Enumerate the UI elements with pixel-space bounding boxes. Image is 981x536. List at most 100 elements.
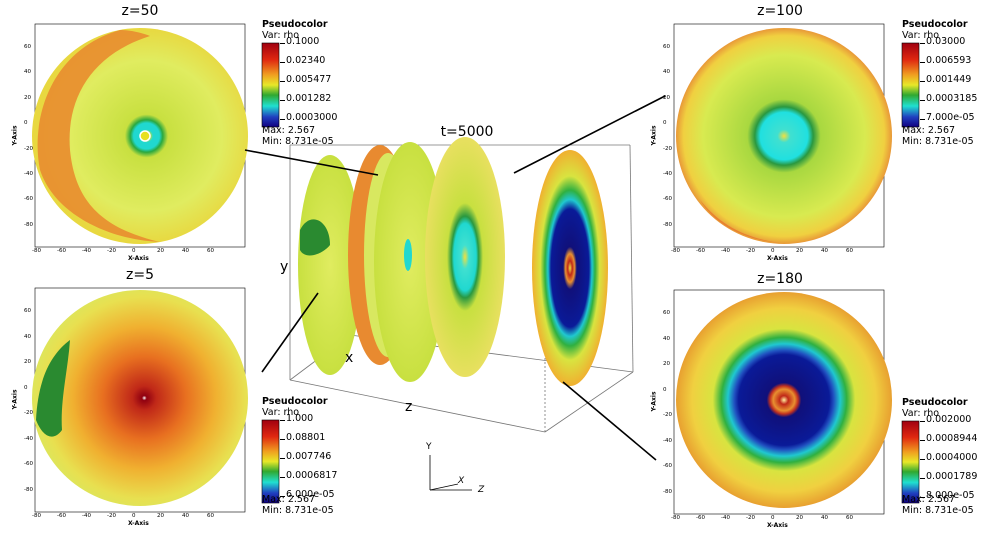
legend-tick: 0.005477: [279, 74, 332, 85]
y-tick-label: 0: [663, 386, 667, 393]
y-axis-label: Y-Axis: [11, 124, 19, 146]
center-disk-z180: [532, 150, 608, 386]
legend-min: Min: 8.731e-05: [902, 136, 974, 147]
x-tick-label: -80: [671, 515, 680, 521]
z180-title: z=180: [757, 271, 803, 287]
x-axis-label: X-Axis: [767, 255, 788, 262]
x-tick-label: -60: [57, 513, 66, 519]
triad-z-label: Z: [478, 485, 485, 495]
legend-tick: 0.08801: [279, 432, 326, 443]
z50-legend: Pseudocolor Var: rho 0.1000 0.02340 0.00…: [262, 19, 352, 146]
x-tick-label: 20: [796, 515, 803, 521]
x-tick-label: 40: [182, 248, 189, 254]
x-tick-label: -60: [696, 248, 705, 254]
legend-tick: 0.0003185: [919, 93, 978, 104]
x-tick-label: -80: [671, 248, 680, 254]
y-tick-label: 40: [663, 335, 670, 342]
y-axis-label: Y-Axis: [650, 124, 658, 146]
y-tick-label: 0: [24, 120, 28, 127]
x-tick-label: -20: [107, 248, 116, 254]
legend-tick: 0.006593: [919, 55, 972, 66]
legend-var: Var: rho: [902, 29, 940, 41]
x-tick-label: 40: [821, 515, 828, 521]
center-axis-x: x: [345, 350, 354, 366]
y-tick-label: 20: [24, 94, 31, 101]
x-tick-label: 60: [207, 513, 214, 519]
x-tick-label: -80: [32, 248, 41, 254]
legend-tick: 0.001449: [919, 74, 972, 85]
x-tick-label: -40: [82, 248, 91, 254]
legend-var: Var: rho: [262, 406, 300, 418]
legend-tick: 0.02340: [279, 55, 326, 66]
y-tick-label: 0: [663, 120, 667, 127]
legend-var: Var: rho: [262, 29, 300, 41]
legend-max: Max: 2.567: [902, 125, 956, 136]
z5-legend: Pseudocolor Var: rho 1.000 0.08801 0.007…: [262, 396, 352, 522]
x-tick-label: 40: [821, 248, 828, 254]
y-tick-label: 0: [24, 384, 28, 391]
legend-min: Min: 8.731e-05: [262, 505, 334, 516]
y-tick-label: 60: [663, 44, 670, 50]
legend-tick: 0.0004000: [919, 452, 978, 463]
z180-colorbar: [901, 420, 920, 504]
legend-tick: 0.1000: [279, 36, 320, 47]
z100-title: z=100: [757, 3, 803, 19]
triad-y-label: Y: [426, 442, 432, 452]
y-tick-label: -20: [663, 412, 672, 418]
x-tick-label: -20: [746, 248, 755, 254]
y-tick-label: -40: [24, 170, 33, 177]
y-tick-label: -20: [24, 145, 33, 152]
legend-head: Pseudocolor: [262, 396, 328, 407]
y-tick-label: -80: [663, 488, 672, 495]
legend-max: Max: 2.567: [262, 494, 316, 505]
y-axis-label: Y-Axis: [650, 391, 658, 412]
triad-x-label: X: [458, 476, 465, 486]
y-tick-label: -40: [663, 170, 672, 177]
x-tick-label: 0: [132, 248, 136, 254]
legend-tick: 0.0006817: [279, 470, 338, 481]
x-tick-label: 20: [157, 513, 164, 519]
x-tick-label: 0: [771, 515, 775, 521]
center-axis-z: z: [405, 399, 413, 415]
x-tick-label: 60: [846, 248, 853, 254]
y-tick-label: 60: [24, 308, 31, 314]
legend-tick: 0.0001789: [919, 471, 978, 482]
z100-disk: [676, 28, 892, 244]
y-tick-label: -20: [663, 145, 672, 152]
z50-title: z=50: [121, 3, 159, 19]
x-tick-label: 40: [182, 513, 189, 519]
x-axis-label: X-Axis: [128, 520, 149, 527]
center-axis-y: y: [280, 259, 289, 275]
center-disk-z5: [298, 155, 362, 375]
y-tick-label: -40: [663, 437, 672, 444]
y-tick-label: -80: [663, 221, 672, 228]
x-tick-label: 0: [132, 513, 136, 519]
y-tick-label: 20: [663, 361, 670, 367]
z100-colorbar: [901, 42, 920, 128]
center-title: t=5000: [440, 124, 494, 140]
x-tick-label: -40: [82, 513, 91, 519]
y-tick-label: 20: [663, 94, 670, 101]
x-axis-label: X-Axis: [767, 522, 788, 529]
x-tick-label: -40: [721, 248, 730, 254]
x-tick-label: 20: [157, 248, 164, 254]
legend-head: Pseudocolor: [902, 397, 968, 408]
x-tick-label: -80: [32, 513, 41, 519]
legend-tick: 0.001282: [279, 93, 332, 104]
x-tick-label: 20: [796, 248, 803, 254]
legend-max: Max: 2.567: [262, 125, 316, 136]
z5-disk: [32, 290, 248, 506]
x-axis-label: X-Axis: [128, 255, 149, 262]
y-tick-label: 40: [663, 69, 670, 76]
legend-tick: 8.000e-05: [920, 490, 975, 501]
legend-head: Pseudocolor: [262, 19, 328, 30]
legend-tick: 0.002000: [919, 414, 972, 425]
legend-var: Var: rho: [902, 407, 940, 419]
y-tick-label: -60: [24, 196, 33, 203]
connector-lines: [244, 95, 666, 461]
orientation-triad: [429, 455, 472, 491]
y-tick-label: 20: [24, 359, 31, 365]
y-tick-label: -40: [24, 435, 33, 442]
